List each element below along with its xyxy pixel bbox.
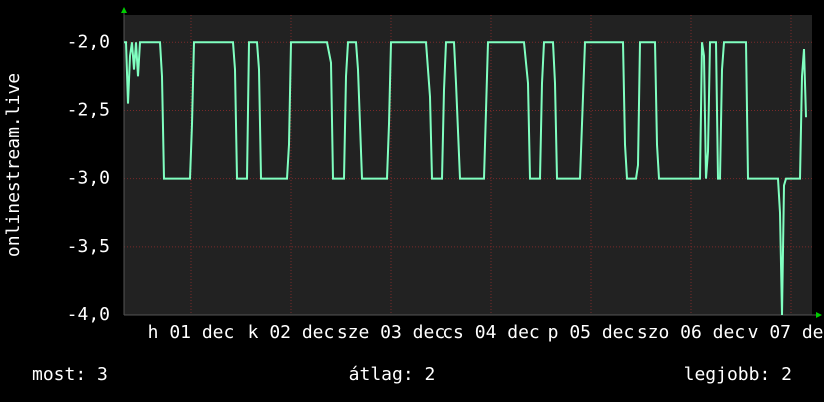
- y-tick-label: -2,0: [67, 31, 110, 52]
- y-tick-label: -4,0: [67, 304, 110, 325]
- y-axis-title: onlinestream.live: [3, 73, 24, 257]
- y-tick-label: -3,5: [67, 236, 110, 257]
- y-tick-label: -3,0: [67, 168, 110, 189]
- data-line: [124, 41, 807, 316]
- axis-arrow: [816, 312, 822, 318]
- x-tick-label: k 02 dec: [248, 322, 335, 343]
- x-tick-label: cs 04 dec: [442, 322, 540, 343]
- stat-max: legjobb: 2: [684, 364, 792, 385]
- y-tick-label: -2,5: [67, 99, 110, 120]
- axis-arrow: [121, 7, 127, 13]
- stat-average: átlag: 2: [349, 364, 436, 385]
- x-tick-label: szo 06 dec: [637, 322, 745, 343]
- stat-current: most: 3: [32, 364, 108, 385]
- plot-area: [124, 15, 812, 315]
- x-tick-label: h 01 dec: [148, 322, 235, 343]
- x-tick-label: p 05 dec: [548, 322, 635, 343]
- x-tick-label: v 07 dec: [748, 322, 824, 343]
- x-tick-label: sze 03 dec: [337, 322, 445, 343]
